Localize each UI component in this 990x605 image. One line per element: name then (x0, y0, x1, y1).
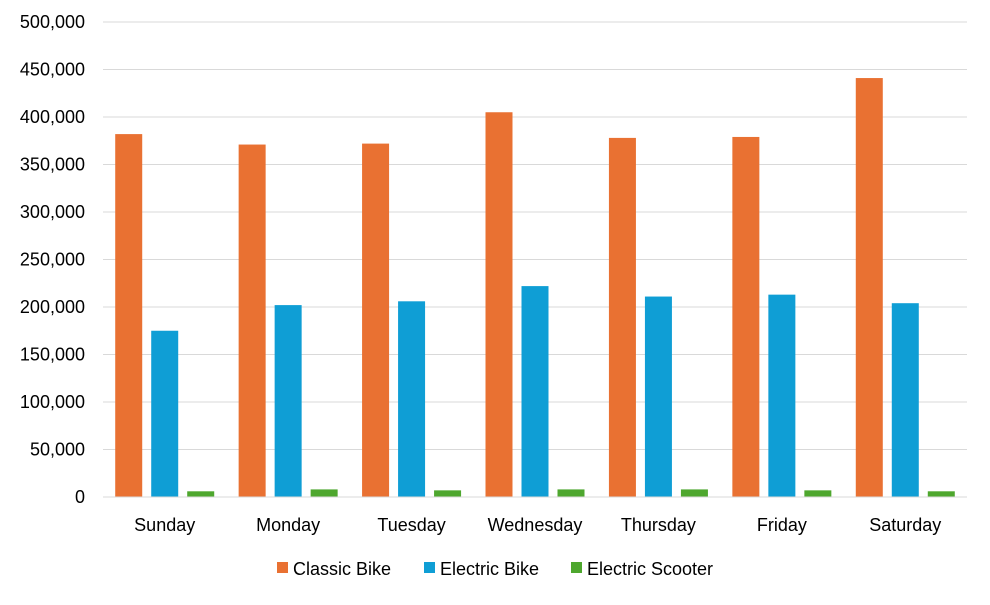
x-tick-label: Monday (256, 515, 320, 535)
y-axis-ticks: 0 50,000 100,000 150,000 200,000 250,000 300,0… (20, 12, 85, 507)
bar (362, 143, 390, 497)
bars (115, 78, 955, 498)
bar (927, 491, 955, 497)
x-tick-label: Saturday (869, 515, 941, 535)
y-tick-label: 50,000 (30, 440, 85, 460)
bar (557, 489, 585, 497)
bar (187, 491, 215, 497)
bar (151, 330, 179, 497)
legend-swatch (277, 562, 288, 573)
bar (274, 305, 302, 497)
y-tick-label: 400,000 (20, 107, 85, 127)
bar (485, 112, 513, 497)
bar (732, 136, 760, 497)
bar (398, 301, 426, 497)
legend-label: Electric Scooter (587, 559, 713, 579)
x-tick-label: Tuesday (377, 515, 445, 535)
bar (804, 490, 832, 497)
bar (608, 137, 636, 497)
x-tick-label: Sunday (134, 515, 195, 535)
bar (768, 294, 796, 497)
x-tick-label: Wednesday (488, 515, 583, 535)
y-tick-label: 350,000 (20, 155, 85, 175)
legend-label: Classic Bike (293, 559, 391, 579)
x-tick-label: Friday (757, 515, 807, 535)
x-axis-ticks: Sunday Monday Tuesday Wednesday Thursday Frid… (134, 515, 941, 535)
legend-swatch (571, 562, 582, 573)
y-tick-label: 100,000 (20, 392, 85, 412)
y-tick-label: 500,000 (20, 12, 85, 32)
x-tick-label: Thursday (621, 515, 696, 535)
bar (434, 490, 462, 497)
bar (115, 134, 143, 497)
bar (238, 144, 266, 498)
y-tick-label: 150,000 (20, 345, 85, 365)
legend-label: Electric Bike (440, 559, 539, 579)
y-tick-label: 450,000 (20, 60, 85, 80)
legend-swatch (424, 562, 435, 573)
y-tick-label: 300,000 (20, 202, 85, 222)
bar (855, 78, 883, 498)
y-tick-label: 250,000 (20, 250, 85, 270)
bar (521, 286, 549, 497)
bar (680, 489, 708, 497)
bar (644, 296, 672, 497)
y-tick-label: 0 (75, 487, 85, 507)
y-tick-label: 200,000 (20, 297, 85, 317)
bar (891, 303, 919, 497)
legend: Classic Bike Electric Bike Electric Scoote… (277, 559, 713, 579)
bar (310, 489, 338, 497)
